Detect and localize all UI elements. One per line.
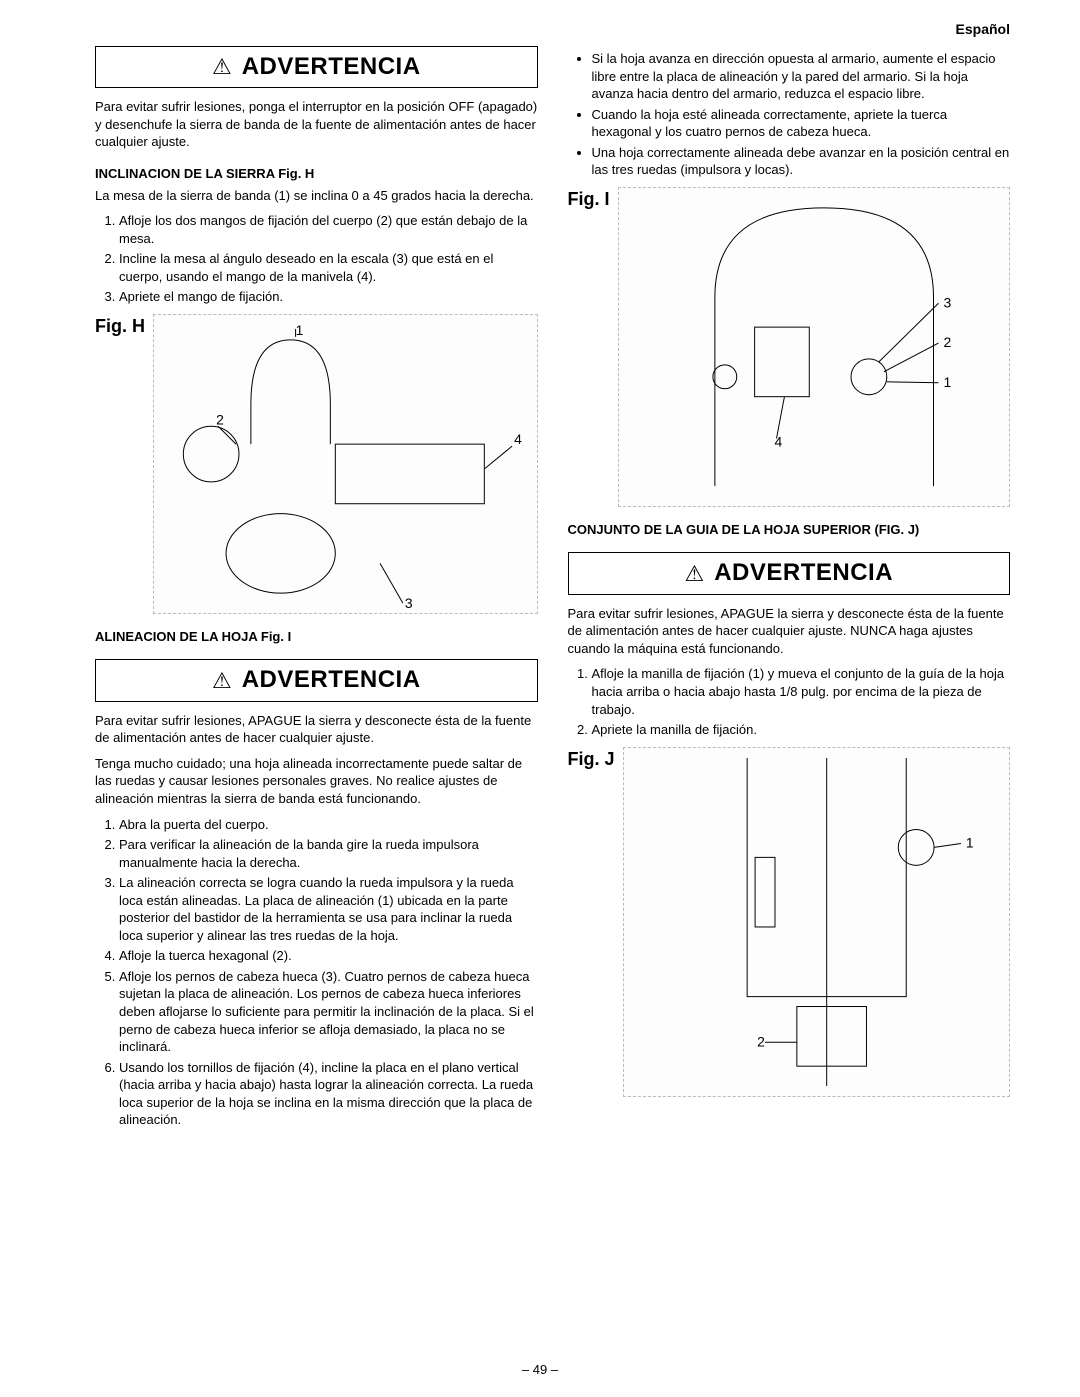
warning-label: ADVERTENCIA xyxy=(714,557,893,589)
figure-j-svg: 1 2 xyxy=(624,748,1009,1096)
svg-text:3: 3 xyxy=(943,294,951,310)
list-item: Abra la puerta del cuerpo. xyxy=(119,816,538,834)
warning-icon: ⚠ xyxy=(684,563,704,585)
list-item: Cuando la hoja esté alineada correctamen… xyxy=(592,106,1011,141)
section-h-title: INCLINACION DE LA SIERRA Fig. H xyxy=(95,165,538,183)
warning-box-2: ⚠ ADVERTENCIA xyxy=(95,659,538,701)
svg-text:2: 2 xyxy=(757,1033,765,1049)
list-item: Incline la mesa al ángulo deseado en la … xyxy=(119,250,538,285)
language-indicator: Español xyxy=(956,20,1010,39)
figure-i-image: 3 2 1 4 xyxy=(618,187,1011,507)
section-j-steps: Afloje la manilla de fijación (1) y muev… xyxy=(568,665,1011,738)
list-item: La alineación correcta se logra cuando l… xyxy=(119,874,538,944)
figure-h-svg: 1 2 4 3 xyxy=(154,315,537,613)
figure-j-label: Fig. J xyxy=(568,747,615,771)
section-h-intro: La mesa de la sierra de banda (1) se inc… xyxy=(95,187,538,205)
figure-j-image: 1 2 xyxy=(623,747,1010,1097)
warning-1-text: Para evitar sufrir lesiones, ponga el in… xyxy=(95,98,538,151)
section-h-steps: Afloje los dos mangos de fijación del cu… xyxy=(95,212,538,306)
list-item: Afloje los dos mangos de fijación del cu… xyxy=(119,212,538,247)
section-i-steps: Abra la puerta del cuerpo. Para verifica… xyxy=(95,816,538,1129)
figure-h-block: Fig. H 1 2 4 3 xyxy=(95,314,538,614)
svg-text:4: 4 xyxy=(514,431,522,447)
svg-text:2: 2 xyxy=(216,411,224,427)
svg-text:1: 1 xyxy=(943,374,951,390)
list-item: Si la hoja avanza en dirección opuesta a… xyxy=(592,50,1011,103)
list-item: Una hoja correctamente alineada debe ava… xyxy=(592,144,1011,179)
warning-2-caution: Tenga mucho cuidado; una hoja alineada i… xyxy=(95,755,538,808)
svg-text:3: 3 xyxy=(405,595,413,611)
warning-2-text: Para evitar sufrir lesiones, APAGUE la s… xyxy=(95,712,538,747)
list-item: Afloje la manilla de fijación (1) y muev… xyxy=(592,665,1011,718)
figure-i-svg: 3 2 1 4 xyxy=(619,188,1010,506)
svg-text:1: 1 xyxy=(296,322,304,338)
section-j-title: CONJUNTO DE LA GUIA DE LA HOJA SUPERIOR … xyxy=(568,521,1011,539)
list-item: Apriete la manilla de fijación. xyxy=(592,721,1011,739)
figure-i-block: Fig. I 3 2 1 4 xyxy=(568,187,1011,507)
page-number: – 49 – xyxy=(0,1361,1080,1379)
figure-h-label: Fig. H xyxy=(95,314,145,338)
warning-icon: ⚠ xyxy=(212,670,232,692)
figure-i-label: Fig. I xyxy=(568,187,610,211)
svg-text:2: 2 xyxy=(943,334,951,350)
list-item: Apriete el mango de fijación. xyxy=(119,288,538,306)
right-top-bullets: Si la hoja avanza en dirección opuesta a… xyxy=(568,50,1011,179)
right-column: Si la hoja avanza en dirección opuesta a… xyxy=(568,32,1011,1337)
warning-3-text: Para evitar sufrir lesiones, APAGUE la s… xyxy=(568,605,1011,658)
figure-j-block: Fig. J 1 2 xyxy=(568,747,1011,1097)
warning-label: ADVERTENCIA xyxy=(242,51,421,83)
warning-box-3: ⚠ ADVERTENCIA xyxy=(568,552,1011,594)
section-i-title: ALINEACION DE LA HOJA Fig. I xyxy=(95,628,538,646)
list-item: Afloje la tuerca hexagonal (2). xyxy=(119,947,538,965)
list-item: Afloje los pernos de cabeza hueca (3). C… xyxy=(119,968,538,1056)
manual-page: Español ⚠ ADVERTENCIA Para evitar sufrir… xyxy=(0,0,1080,1397)
warning-icon: ⚠ xyxy=(212,56,232,78)
left-column: ⚠ ADVERTENCIA Para evitar sufrir lesione… xyxy=(95,32,538,1337)
content-columns: ⚠ ADVERTENCIA Para evitar sufrir lesione… xyxy=(95,32,1010,1337)
list-item: Para verificar la alineación de la banda… xyxy=(119,836,538,871)
svg-text:4: 4 xyxy=(774,433,782,449)
warning-label: ADVERTENCIA xyxy=(242,664,421,696)
svg-text:1: 1 xyxy=(965,834,973,850)
warning-box-1: ⚠ ADVERTENCIA xyxy=(95,46,538,88)
list-item: Usando los tornillos de fijación (4), in… xyxy=(119,1059,538,1129)
figure-h-image: 1 2 4 3 xyxy=(153,314,538,614)
